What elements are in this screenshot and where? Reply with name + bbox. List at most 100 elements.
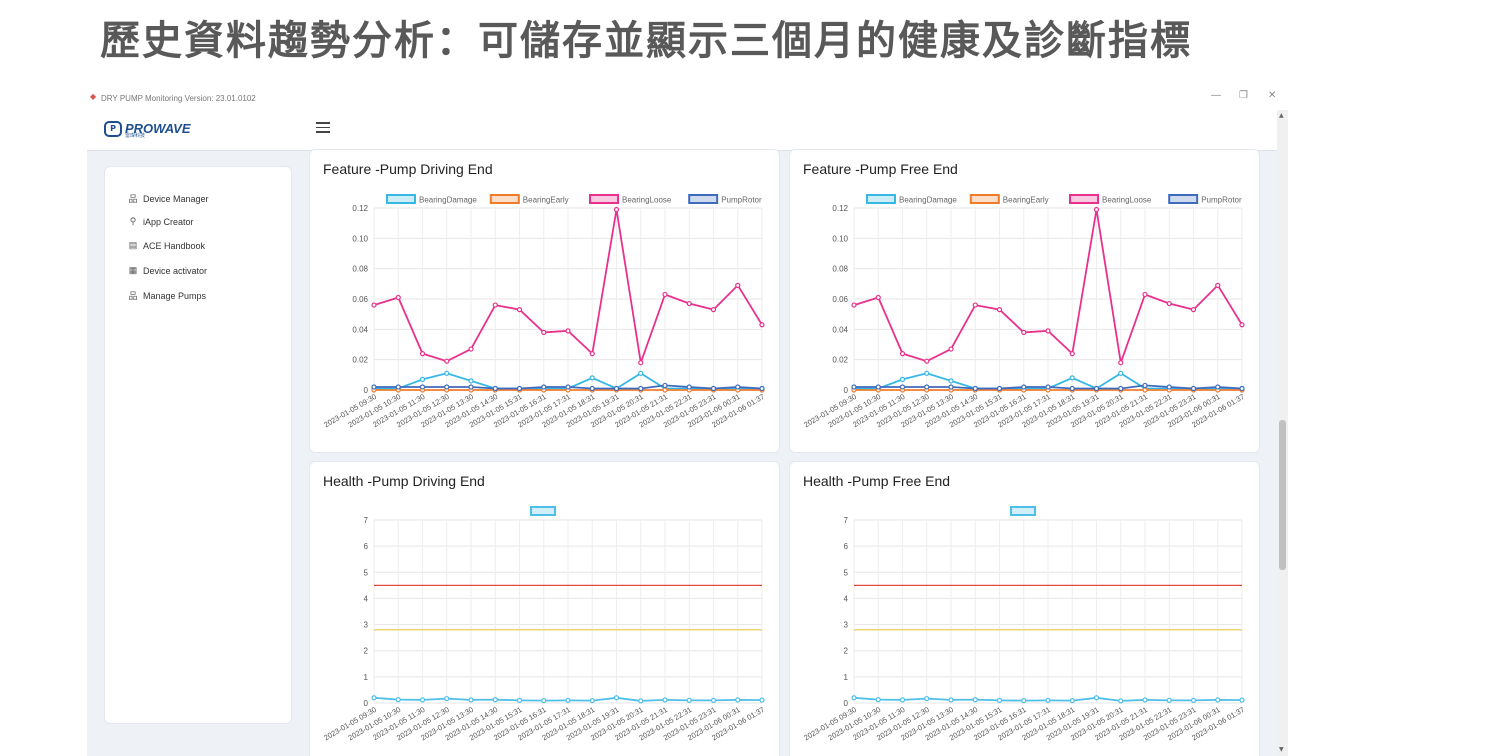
y-tick-label-3: 0.06 (352, 295, 368, 304)
data-point-0-5 (972, 697, 978, 703)
scroll-down-icon[interactable]: ▼ (1279, 746, 1284, 753)
legend-label-2: BearingLoose (622, 196, 672, 205)
y-tick-label-0: 0 (844, 386, 849, 395)
data-point-0-11 (1118, 370, 1124, 376)
data-point-0-10 (613, 695, 620, 701)
legend-label-1: BearingEarly (523, 196, 569, 205)
app-icon: ◆ (90, 92, 97, 101)
card-title: Feature -Pump Free End (803, 161, 958, 177)
data-point-0-15 (1215, 697, 1221, 703)
legend-label-3: PumpRotor (1201, 196, 1242, 205)
sidebar-item-label: Device activator (143, 265, 208, 276)
data-point-0-13 (1166, 697, 1172, 703)
feature-free-end-card: Feature -Pump Free End BearingDamage Bear… (789, 149, 1260, 453)
minimize-icon[interactable]: — (1211, 90, 1221, 101)
close-icon[interactable]: ✕ (1268, 90, 1277, 101)
y-tick-label-3: 3 (844, 621, 849, 630)
data-point-0-2 (899, 376, 906, 382)
data-point-2-7 (1021, 329, 1027, 335)
y-tick-label-6: 6 (364, 542, 369, 551)
sidebar-item-label: Manage Pumps (143, 290, 207, 301)
data-point-2-3 (444, 358, 450, 364)
legend-swatch-1 (969, 194, 1000, 204)
data-point-3-11 (638, 385, 644, 392)
data-point-2-8 (565, 328, 571, 334)
data-point-3-3 (924, 384, 930, 390)
sidebar-item-label: iApp Creator (143, 216, 194, 227)
restore-icon[interactable]: ❐ (1239, 90, 1248, 101)
legend-label-1: BearingEarly (1003, 196, 1049, 205)
legend-label-3: PumpRotor (721, 196, 762, 205)
prowave-logo[interactable]: P PROWAVE 雷瑋科技 (104, 119, 191, 139)
y-tick-label-6: 0.12 (832, 204, 848, 213)
y-tick-label-2: 2 (844, 647, 849, 656)
document-icon: ▤ (128, 240, 138, 250)
sidebar-item-manage-pumps[interactable]: 品 Manage Pumps (127, 289, 206, 302)
health-free-end-card: Health -Pump Free End 0 1 2 3 4 5 6 7 2023-01-05… (789, 461, 1260, 756)
y-tick-label-5: 5 (844, 568, 849, 577)
data-point-0-13 (686, 697, 692, 703)
data-point-0-12 (1142, 697, 1148, 703)
data-point-0-12 (662, 697, 668, 703)
data-point-2-12 (662, 291, 668, 298)
data-point-0-4 (948, 378, 954, 384)
sidebar-item-iapp-creator[interactable]: ⚲ iApp Creator (127, 216, 194, 227)
data-point-0-2 (419, 697, 426, 703)
data-point-0-8 (565, 697, 571, 703)
data-point-3-6 (996, 385, 1003, 392)
data-point-3-11 (1118, 385, 1124, 392)
hamburger-icon[interactable] (316, 122, 330, 134)
data-point-0-3 (444, 695, 450, 702)
data-point-2-0 (371, 302, 377, 308)
logo-text: PROWAVE (125, 121, 191, 136)
data-point-2-3 (924, 358, 930, 364)
scrollbar-thumb[interactable] (1279, 420, 1286, 570)
data-point-0-16 (1239, 697, 1245, 703)
data-point-2-2 (899, 351, 906, 357)
slide-title: 歷史資料趨勢分析：可儲存並顯示三個月的健康及診斷指標 (100, 18, 1192, 64)
vertical-scrollbar[interactable]: ▲ ▼ (1277, 110, 1288, 756)
y-tick-label-2: 0.04 (832, 325, 848, 334)
data-point-2-15 (1215, 282, 1221, 288)
sidebar-item-device-manager[interactable]: 品 Device Manager (127, 192, 209, 205)
data-point-0-6 (996, 697, 1003, 703)
data-point-0-1 (395, 697, 401, 703)
user-edit-icon: ⚲ (129, 216, 137, 226)
sidebar-item-ace-handbook[interactable]: ▤ ACE Handbook (127, 240, 205, 251)
y-tick-label-1: 1 (844, 673, 849, 682)
legend-swatch-3 (688, 194, 719, 204)
y-tick-label-5: 0.10 (352, 234, 368, 243)
data-point-2-5 (492, 302, 498, 308)
data-point-3-16 (1239, 385, 1245, 392)
y-tick-label-7: 7 (364, 516, 369, 525)
scroll-up-icon[interactable]: ▲ (1279, 112, 1284, 119)
data-point-2-10 (613, 206, 620, 213)
data-point-0-3 (444, 370, 450, 376)
data-point-3-4 (948, 384, 954, 390)
data-point-2-16 (759, 322, 765, 328)
data-point-2-0 (851, 302, 857, 308)
legend-swatch-0 (1010, 506, 1036, 516)
app-window: ◆ DRY PUMP Monitoring Version: 23.01.010… (87, 86, 1288, 756)
sidebar-item-label: Device Manager (143, 193, 209, 204)
data-point-1-12 (662, 387, 668, 393)
data-point-2-15 (735, 282, 741, 288)
data-point-0-3 (924, 695, 930, 702)
data-point-3-13 (686, 384, 692, 390)
data-point-3-10 (613, 385, 620, 392)
data-point-0-9 (1069, 698, 1075, 704)
data-point-0-9 (589, 375, 595, 381)
data-point-3-8 (565, 384, 571, 390)
legend-label-2: BearingLoose (1102, 196, 1152, 205)
data-point-0-4 (948, 697, 954, 703)
legend-swatch-0 (866, 194, 896, 204)
data-point-0-14 (1190, 697, 1197, 703)
data-point-3-5 (492, 385, 498, 392)
y-tick-label-0: 0 (844, 699, 849, 708)
feature-driving-end-card: Feature -Pump Driving End BearingDamage B… (309, 149, 780, 453)
card-title: Health -Pump Free End (803, 473, 951, 489)
y-tick-label-3: 3 (364, 621, 369, 630)
data-point-1-12 (1142, 387, 1148, 393)
sidebar-item-device-activator[interactable]: ▦ Device activator (127, 265, 207, 276)
